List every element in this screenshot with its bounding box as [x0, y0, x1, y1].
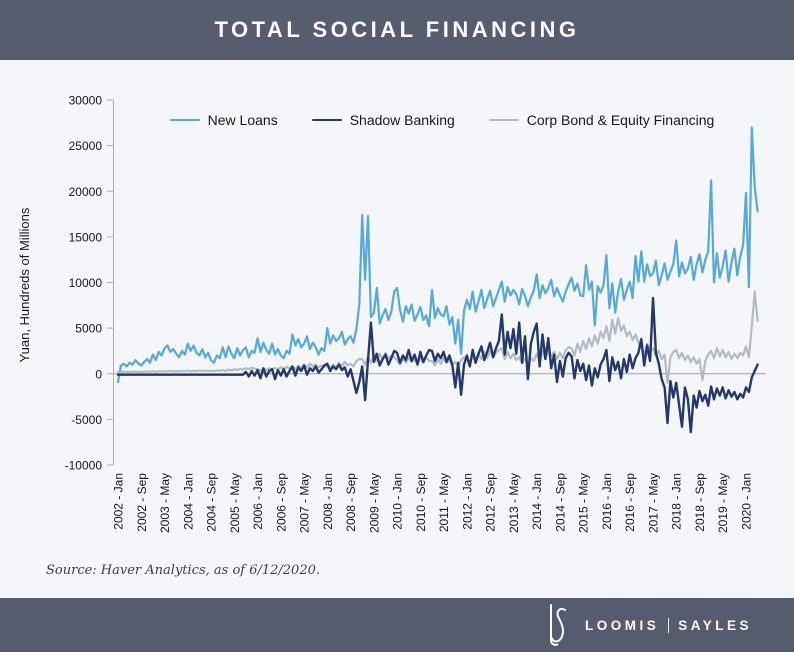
- x-tick-label: 2015 - May: [577, 473, 591, 533]
- legend-swatch-corp-bond: [488, 118, 519, 122]
- x-tick-label: 2002 - Sep: [135, 473, 149, 532]
- x-tick-label: 2019 - May: [716, 473, 730, 533]
- y-tick-label: 30000: [69, 94, 103, 108]
- legend-label-corp-bond: Corp Bond & Equity Financing: [526, 112, 715, 128]
- legend-item-shadow-banking: Shadow Banking: [311, 112, 455, 128]
- x-tick-label: 2017 - May: [646, 473, 660, 533]
- legend-label-shadow-banking: Shadow Banking: [349, 112, 455, 128]
- x-tick-label: 2008 - Sep: [344, 473, 358, 532]
- legend-swatch-shadow-banking: [311, 118, 342, 122]
- y-tick-label: 15000: [69, 230, 103, 244]
- series-line-new-loans: [116, 126, 759, 384]
- y-tick-label: 25000: [69, 139, 103, 153]
- legend-label-new-loans: New Loans: [207, 112, 278, 128]
- x-tick-label: 2014 - Jan: [530, 473, 544, 530]
- x-tick-label: 2020 - Jan: [740, 473, 754, 530]
- title-bar: TOTAL SOCIAL FINANCING: [0, 0, 794, 60]
- brand-divider: [668, 617, 670, 633]
- y-tick-label: 5000: [75, 322, 102, 336]
- x-tick-label: 2003 - May: [158, 473, 172, 533]
- y-tick-label: -5000: [71, 413, 102, 427]
- x-tick-label: 2012 - Sep: [484, 473, 498, 532]
- x-tick-label: 2014 - Sep: [553, 473, 567, 532]
- brand-sayles: SAYLES: [678, 617, 752, 633]
- x-tick-label: 2010 - Jan: [391, 473, 405, 530]
- brand-logo: LOOMIS SAYLES: [541, 603, 752, 647]
- x-tick-label: 2004 - Jan: [181, 473, 195, 530]
- x-tick-label: 2013 - May: [507, 473, 521, 533]
- x-tick-label: 2012 - Jan: [460, 473, 474, 530]
- x-tick-label: 2018 - Sep: [693, 473, 707, 532]
- x-tick-label: 2010 - Sep: [414, 473, 428, 532]
- legend-item-corp-bond: Corp Bond & Equity Financing: [488, 112, 715, 128]
- series-line-shadow-banking: [116, 296, 759, 434]
- x-tick-label: 2002 - Jan: [112, 473, 126, 530]
- line-chart: 30000 25000 20000 15000 10000 5000 0 -5000 -1000…: [65, 94, 766, 533]
- x-tick-label: 2004 - Sep: [205, 473, 219, 532]
- x-tick-label: 2008 - Jan: [321, 473, 335, 530]
- y-tick-label: -10000: [65, 459, 103, 473]
- x-tick-label: 2006 - Jan: [251, 473, 265, 530]
- x-tick-label: 2016 - Sep: [623, 473, 637, 532]
- series-line-corp-bond-equity-financing: [116, 290, 759, 384]
- page-title: TOTAL SOCIAL FINANCING: [214, 17, 580, 42]
- chart-legend: New Loans Shadow Banking Corp Bond & Equ…: [110, 112, 774, 128]
- brand-loomis: LOOMIS: [584, 617, 660, 633]
- ls-monogram-icon: [549, 604, 566, 646]
- x-tick-label: 2009 - May: [367, 473, 381, 533]
- y-tick-label: 20000: [69, 185, 103, 199]
- y-tick-label: 0: [95, 367, 102, 381]
- x-tick-label: 2007 - May: [298, 473, 312, 533]
- legend-swatch-new-loans: [169, 118, 200, 122]
- legend-item-new-loans: New Loans: [169, 112, 278, 128]
- source-note: Source: Haver Analytics, as of 6/12/2020…: [46, 563, 321, 578]
- footer-bar: LOOMIS SAYLES: [0, 598, 794, 652]
- y-tick-label: 10000: [69, 276, 103, 290]
- brand-wordmark: LOOMIS SAYLES: [584, 617, 752, 633]
- x-tick-label: 2011 - May: [437, 473, 451, 532]
- x-tick-label: 2006 - Sep: [274, 473, 288, 532]
- x-tick-label: 2005 - May: [228, 473, 242, 533]
- x-tick-label: 2016 - Jan: [600, 473, 614, 530]
- x-tick-label: 2018 - Jan: [670, 473, 684, 530]
